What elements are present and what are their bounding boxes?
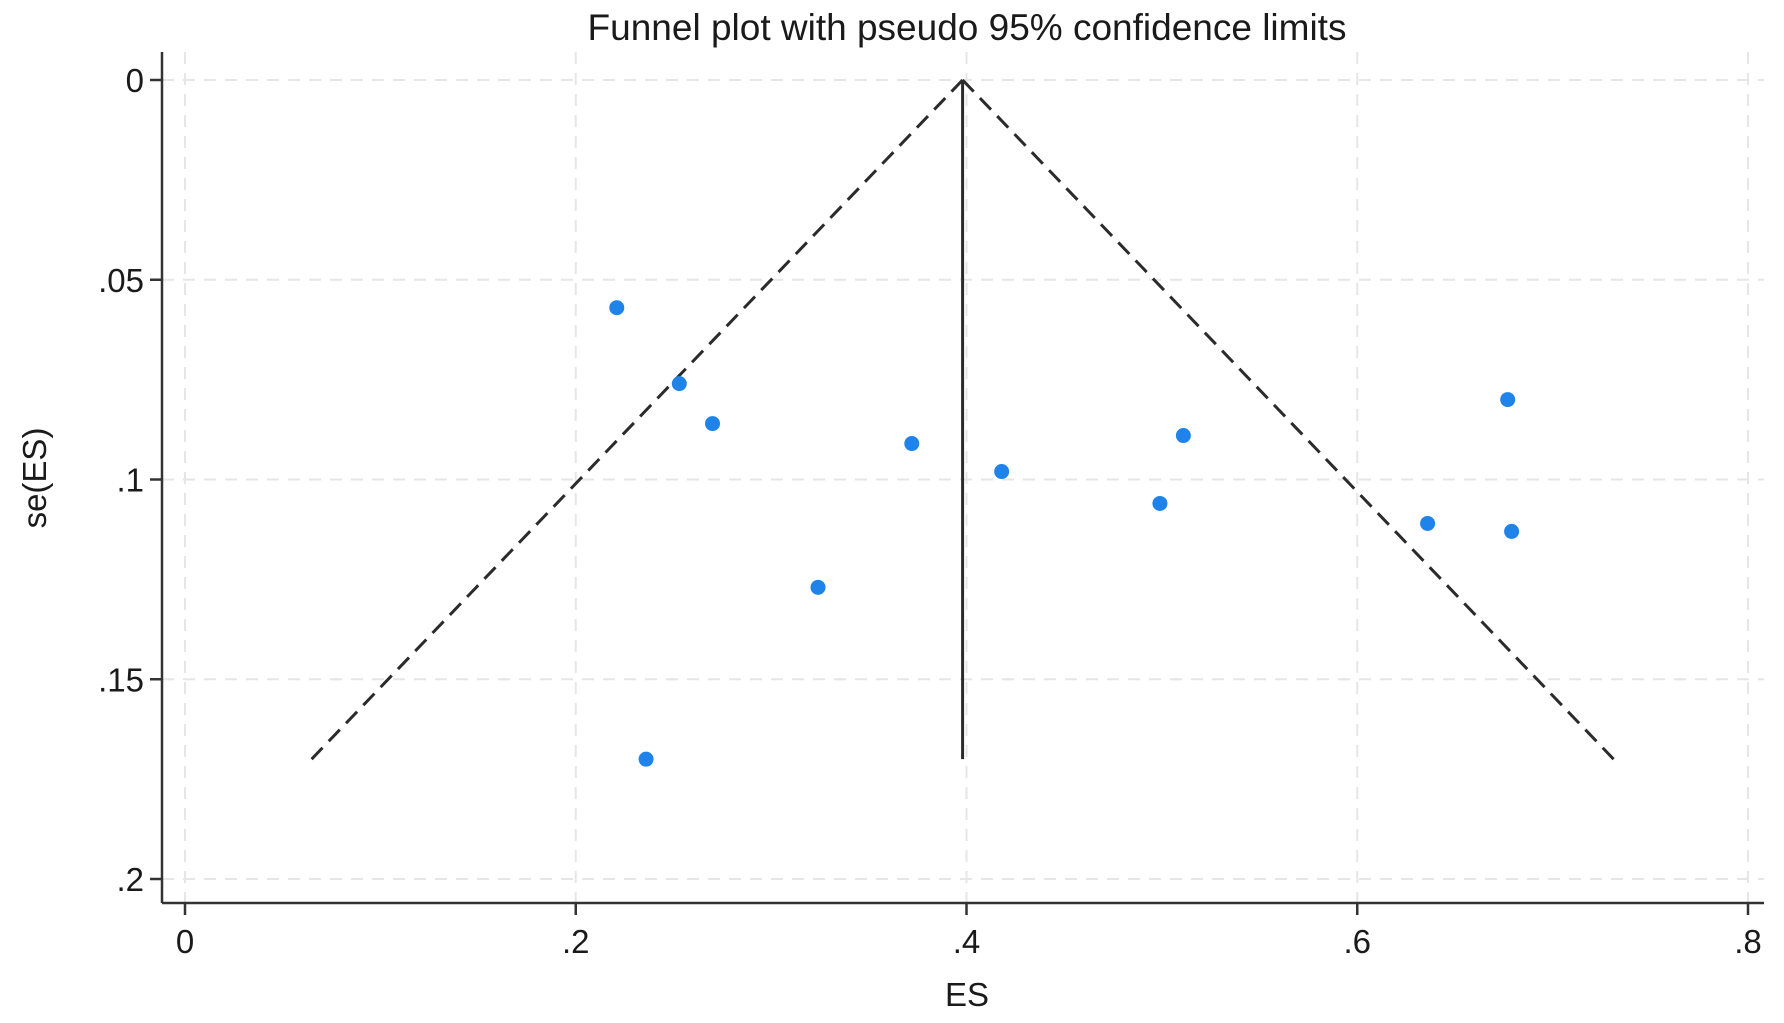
data-point bbox=[638, 751, 654, 767]
x-tick-label: .6 bbox=[1343, 923, 1371, 960]
data-point bbox=[1420, 515, 1436, 531]
data-point bbox=[609, 300, 625, 316]
y-tick-label: .2 bbox=[116, 861, 144, 898]
upper-confidence-limit bbox=[961, 78, 1615, 761]
data-point bbox=[671, 376, 687, 392]
chart-title: Funnel plot with pseudo 95% confidence l… bbox=[588, 7, 1347, 48]
x-axis-label: ES bbox=[945, 976, 989, 1013]
data-point bbox=[904, 436, 920, 452]
data-point bbox=[994, 464, 1010, 480]
x-tick-label: .2 bbox=[562, 923, 590, 960]
x-tick-label: 0 bbox=[176, 923, 194, 960]
data-point bbox=[1500, 392, 1516, 408]
y-tick-label: .05 bbox=[98, 262, 144, 299]
data-point bbox=[1152, 495, 1168, 511]
y-axis-label: se(ES) bbox=[16, 428, 53, 529]
data-point bbox=[1504, 523, 1520, 539]
data-point bbox=[1175, 428, 1191, 444]
y-tick-label: .15 bbox=[98, 661, 144, 698]
axes: 0 .05 .1 .15 .2 0 .2 .4 .6 .8 bbox=[98, 52, 1764, 960]
funnel-lines bbox=[310, 78, 1615, 761]
x-tick-label: .8 bbox=[1734, 923, 1762, 960]
x-tick-label: .4 bbox=[953, 923, 981, 960]
y-tick-label: .1 bbox=[116, 462, 144, 499]
data-point bbox=[705, 416, 721, 432]
y-tick-label: 0 bbox=[126, 62, 144, 99]
data-point bbox=[810, 579, 826, 595]
lower-confidence-limit bbox=[310, 78, 964, 761]
data-points bbox=[609, 300, 1520, 767]
